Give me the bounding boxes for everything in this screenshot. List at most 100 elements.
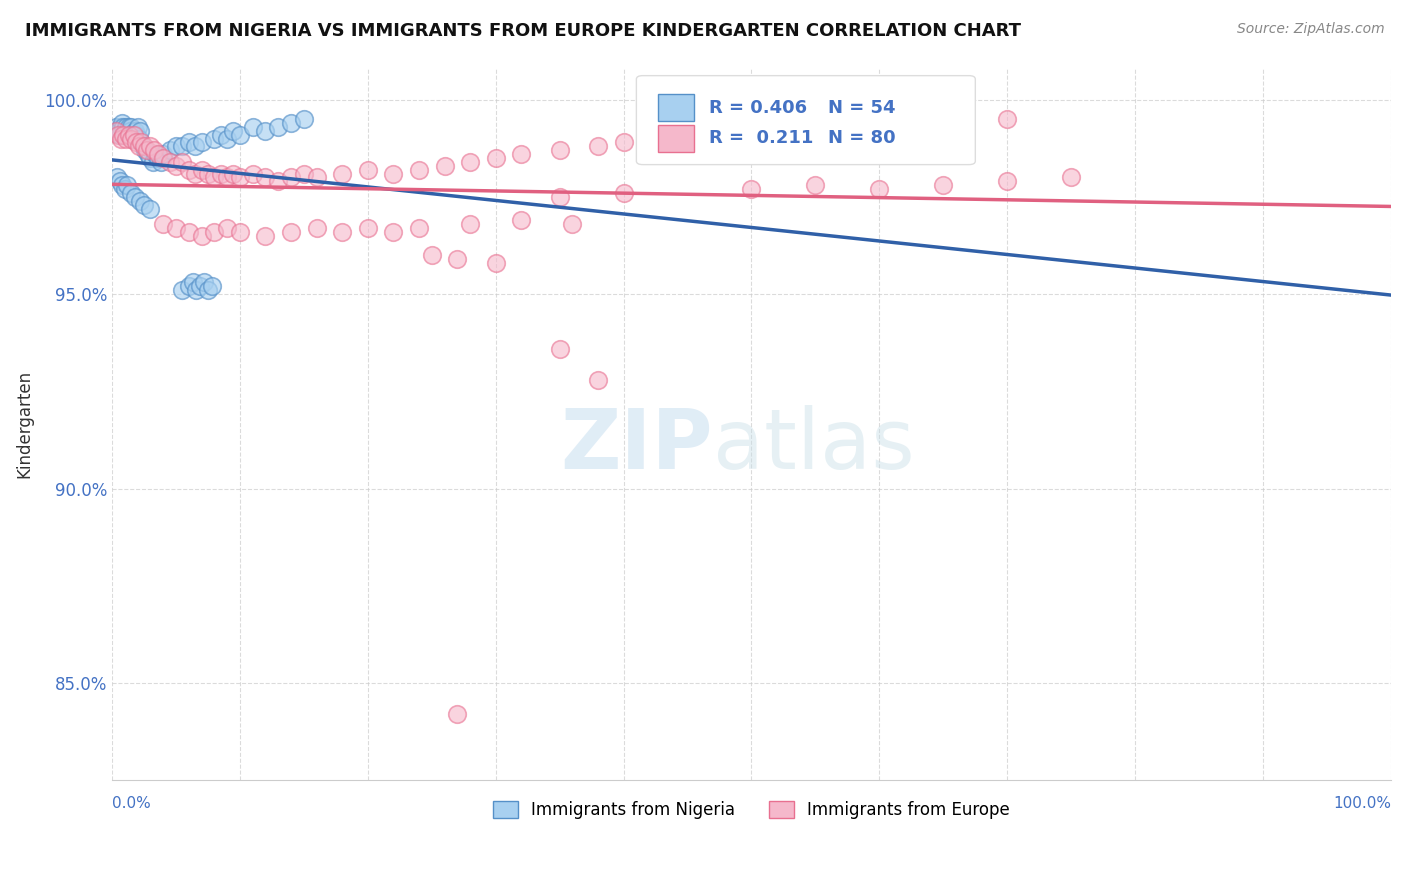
Point — [267, 120, 290, 134]
Text: 0.0%: 0.0% — [112, 796, 150, 811]
Point — [995, 174, 1018, 188]
Point — [131, 136, 153, 150]
Point — [105, 170, 128, 185]
Point — [280, 170, 302, 185]
Point — [510, 147, 533, 161]
Point — [135, 143, 157, 157]
Point — [446, 707, 468, 722]
Point — [177, 279, 200, 293]
Point — [177, 225, 200, 239]
Point — [254, 170, 277, 185]
Text: N = 54: N = 54 — [828, 99, 896, 117]
Point — [110, 131, 132, 145]
Point — [510, 213, 533, 227]
Point — [172, 283, 194, 297]
Point — [188, 279, 211, 293]
Text: 100.0%: 100.0% — [1333, 796, 1391, 811]
Point — [139, 202, 162, 216]
Point — [124, 124, 146, 138]
Point — [146, 151, 169, 165]
Point — [125, 128, 148, 142]
Point — [149, 154, 172, 169]
Point — [159, 143, 181, 157]
Point — [561, 217, 583, 231]
Point — [104, 120, 127, 134]
Point — [117, 128, 139, 142]
Point — [165, 139, 187, 153]
Point — [995, 112, 1018, 127]
Point — [110, 120, 132, 134]
Point — [120, 131, 142, 145]
Bar — [658, 95, 695, 121]
Point — [112, 128, 135, 142]
Point — [134, 143, 156, 157]
Text: Source: ZipAtlas.com: Source: ZipAtlas.com — [1237, 22, 1385, 37]
Point — [146, 147, 169, 161]
Point — [1060, 170, 1083, 185]
Text: R =  0.211: R = 0.211 — [709, 129, 814, 147]
Point — [172, 154, 194, 169]
Point — [136, 147, 159, 161]
Point — [190, 136, 212, 150]
Point — [932, 178, 955, 193]
Point — [740, 128, 762, 142]
Point — [152, 217, 174, 231]
Point — [132, 139, 155, 153]
Legend: Immigrants from Nigeria, Immigrants from Europe: Immigrants from Nigeria, Immigrants from… — [486, 794, 1017, 825]
Text: IMMIGRANTS FROM NIGERIA VS IMMIGRANTS FROM EUROPE KINDERGARTEN CORRELATION CHART: IMMIGRANTS FROM NIGERIA VS IMMIGRANTS FR… — [25, 22, 1021, 40]
Point — [280, 116, 302, 130]
Point — [222, 124, 245, 138]
Point — [165, 221, 187, 235]
Point — [127, 120, 149, 134]
Point — [142, 154, 165, 169]
Point — [121, 128, 143, 142]
Point — [177, 162, 200, 177]
Point — [586, 139, 609, 153]
Point — [108, 128, 131, 142]
Point — [186, 283, 208, 297]
Point — [446, 252, 468, 266]
Point — [177, 136, 200, 150]
Point — [932, 116, 955, 130]
Point — [229, 170, 252, 185]
Point — [330, 167, 353, 181]
Point — [222, 167, 245, 181]
Point — [408, 162, 430, 177]
Point — [280, 225, 302, 239]
Point — [229, 128, 252, 142]
Point — [181, 276, 204, 290]
Point — [115, 120, 138, 134]
Point — [267, 174, 290, 188]
Point — [172, 139, 194, 153]
Point — [143, 143, 166, 157]
Point — [740, 182, 762, 196]
Point — [117, 178, 139, 193]
Point — [305, 170, 328, 185]
Point — [254, 124, 277, 138]
Point — [548, 143, 571, 157]
Text: R = 0.406: R = 0.406 — [709, 99, 807, 117]
Point — [330, 225, 353, 239]
Point — [209, 167, 232, 181]
Point — [190, 228, 212, 243]
Point — [458, 154, 481, 169]
Point — [613, 186, 636, 200]
Y-axis label: Kindergarten: Kindergarten — [15, 370, 32, 478]
Point — [382, 225, 405, 239]
Text: atlas: atlas — [713, 405, 915, 486]
Point — [122, 131, 145, 145]
Point — [586, 373, 609, 387]
Point — [159, 154, 181, 169]
Point — [357, 162, 380, 177]
Point — [485, 151, 508, 165]
Point — [254, 228, 277, 243]
Point — [111, 178, 134, 193]
Point — [217, 131, 239, 145]
Point — [357, 221, 380, 235]
Point — [184, 139, 207, 153]
Point — [125, 136, 148, 150]
Point — [548, 342, 571, 356]
Point — [485, 256, 508, 270]
Point — [107, 124, 129, 138]
Point — [114, 124, 136, 138]
